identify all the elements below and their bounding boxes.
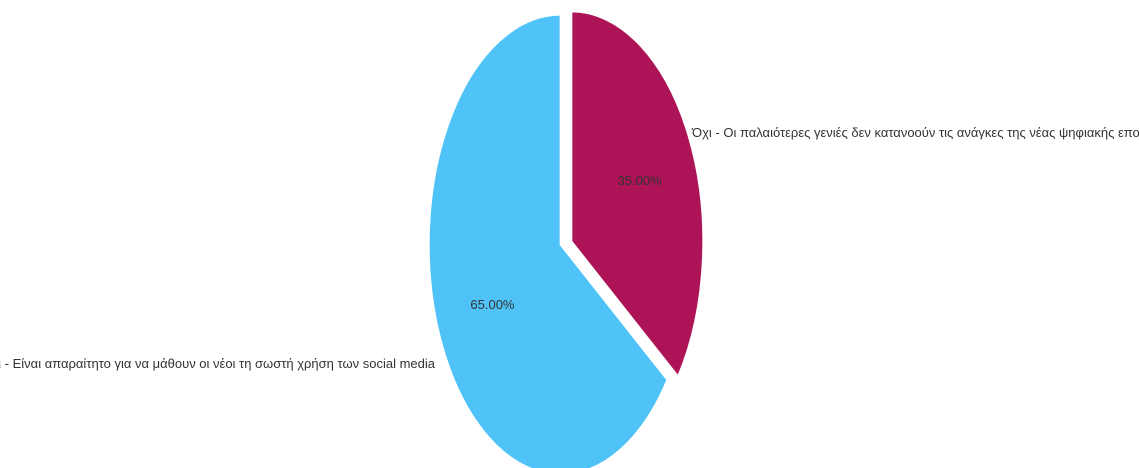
slice-category-label-2: Ναι - Είναι απαραίτητο για να μάθουν οι …	[0, 356, 436, 371]
slice-percent-label-1: 35.00%	[618, 173, 663, 188]
slice-percent-label-2: 65.00%	[470, 297, 515, 312]
pie-slice-1[interactable]	[570, 10, 705, 379]
slice-category-label-1: Όχι - Οι παλαιότερες γενιές δεν κατανοού…	[691, 125, 1139, 140]
pie-slice-2[interactable]	[427, 13, 669, 468]
